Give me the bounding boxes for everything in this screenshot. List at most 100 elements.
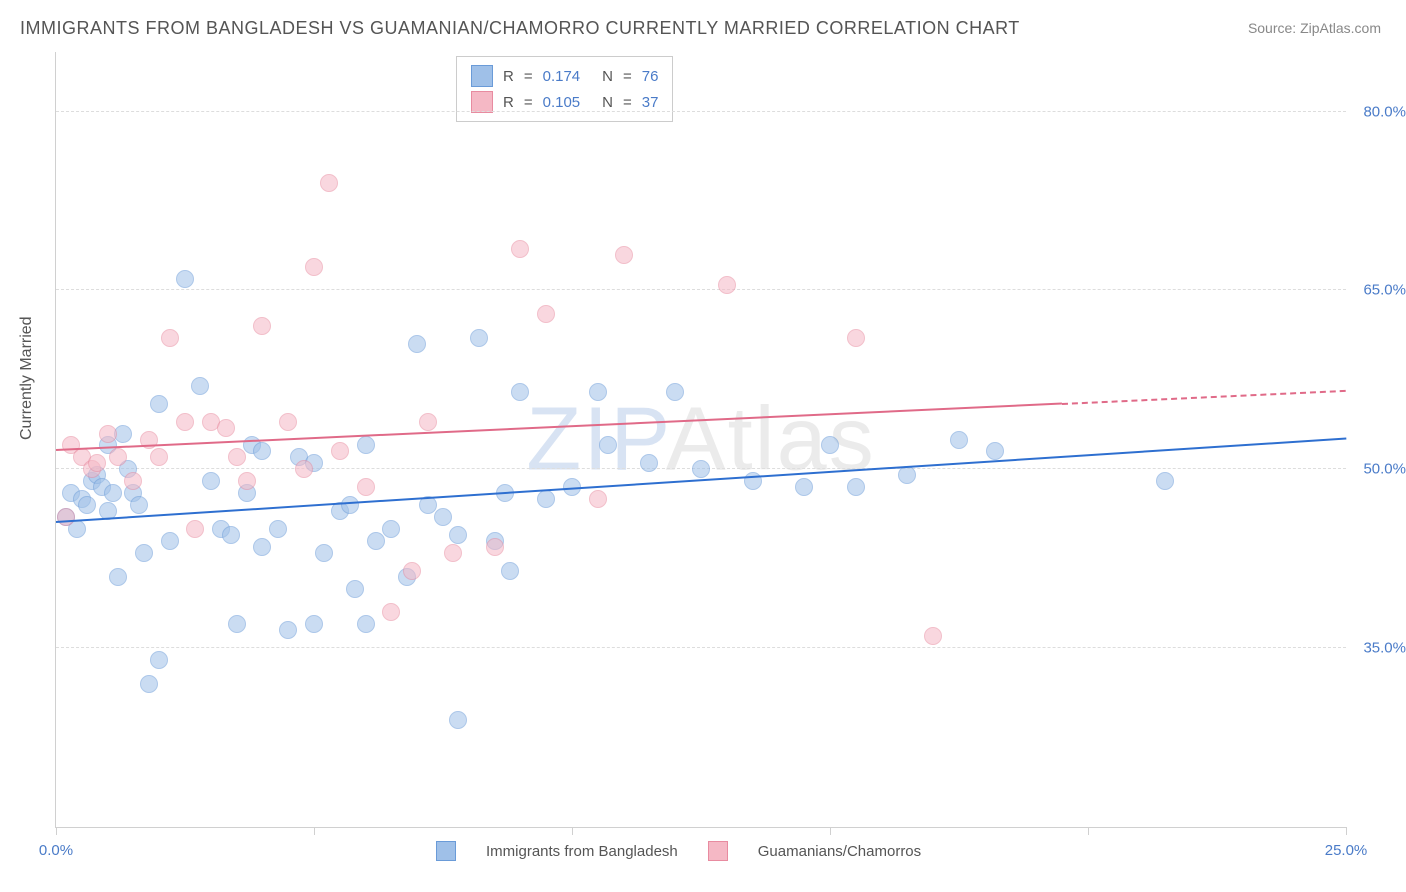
scatter-point <box>305 615 323 633</box>
scatter-point <box>109 568 127 586</box>
scatter-point <box>253 538 271 556</box>
scatter-point <box>114 425 132 443</box>
scatter-point <box>950 431 968 449</box>
scatter-point <box>444 544 462 562</box>
scatter-point <box>403 562 421 580</box>
scatter-point <box>537 305 555 323</box>
xtick <box>1088 827 1089 835</box>
scatter-point <box>924 627 942 645</box>
legend-r-label: R <box>503 68 514 85</box>
scatter-point <box>222 526 240 544</box>
scatter-point <box>130 496 148 514</box>
legend-eq: = <box>524 68 533 85</box>
scatter-point <box>589 490 607 508</box>
trend-line <box>1062 390 1346 405</box>
scatter-point <box>279 621 297 639</box>
legend-bottom-label-1: Guamanians/Chamorros <box>758 843 921 860</box>
ytick-label: 35.0% <box>1363 640 1406 657</box>
scatter-point <box>186 520 204 538</box>
legend-n-val: 76 <box>642 68 659 85</box>
xtick <box>572 827 573 835</box>
scatter-point <box>898 466 916 484</box>
legend-r-val: 0.174 <box>543 68 581 85</box>
legend-stats: R = 0.174 N = 76 R = 0.105 N = 37 <box>456 56 673 122</box>
scatter-point <box>88 454 106 472</box>
scatter-point <box>640 454 658 472</box>
scatter-point <box>986 442 1004 460</box>
scatter-point <box>78 496 96 514</box>
plot-area: ZIPAtlas R = 0.174 N = 76 R = 0.105 N = … <box>55 52 1346 828</box>
ytick-label: 50.0% <box>1363 461 1406 478</box>
scatter-point <box>320 174 338 192</box>
scatter-point <box>470 329 488 347</box>
scatter-point <box>295 460 313 478</box>
scatter-point <box>367 532 385 550</box>
gridline <box>56 289 1346 290</box>
scatter-point <box>228 448 246 466</box>
scatter-point <box>692 460 710 478</box>
scatter-point <box>253 442 271 460</box>
legend-series: Immigrants from Bangladesh Guamanians/Ch… <box>436 841 921 861</box>
scatter-point <box>150 395 168 413</box>
legend-n-label: N <box>602 94 613 111</box>
scatter-point <box>104 484 122 502</box>
scatter-point <box>847 329 865 347</box>
xtick <box>1346 827 1347 835</box>
scatter-point <box>511 383 529 401</box>
scatter-point <box>176 413 194 431</box>
scatter-point <box>1156 472 1174 490</box>
scatter-point <box>253 317 271 335</box>
scatter-point <box>346 580 364 598</box>
legend-swatch-0 <box>471 65 493 87</box>
xtick-label: 0.0% <box>39 842 73 859</box>
scatter-point <box>161 532 179 550</box>
scatter-point <box>140 675 158 693</box>
scatter-point <box>449 711 467 729</box>
ytick-label: 80.0% <box>1363 103 1406 120</box>
scatter-point <box>501 562 519 580</box>
xtick <box>830 827 831 835</box>
scatter-point <box>795 478 813 496</box>
legend-row-0: R = 0.174 N = 76 <box>471 63 658 89</box>
legend-n-val: 37 <box>642 94 659 111</box>
scatter-point <box>305 258 323 276</box>
scatter-point <box>821 436 839 454</box>
scatter-point <box>269 520 287 538</box>
scatter-point <box>57 508 75 526</box>
scatter-point <box>217 419 235 437</box>
ytick-label: 65.0% <box>1363 282 1406 299</box>
scatter-point <box>176 270 194 288</box>
gridline <box>56 647 1346 648</box>
legend-eq2: = <box>623 68 632 85</box>
scatter-point <box>331 442 349 460</box>
scatter-point <box>191 377 209 395</box>
source-label: Source: ZipAtlas.com <box>1248 20 1381 36</box>
legend-bottom-swatch-1 <box>708 841 728 861</box>
scatter-point <box>357 478 375 496</box>
legend-n-label: N <box>602 68 613 85</box>
scatter-point <box>150 448 168 466</box>
scatter-point <box>161 329 179 347</box>
scatter-point <box>589 383 607 401</box>
scatter-point <box>382 520 400 538</box>
scatter-point <box>202 472 220 490</box>
scatter-point <box>847 478 865 496</box>
scatter-point <box>150 651 168 669</box>
scatter-point <box>666 383 684 401</box>
legend-r-val: 0.105 <box>543 94 581 111</box>
scatter-point <box>511 240 529 258</box>
legend-eq: = <box>524 94 533 111</box>
legend-eq2: = <box>623 94 632 111</box>
y-axis-label: Currently Married <box>18 316 36 440</box>
watermark-zip: ZIP <box>526 389 665 489</box>
legend-bottom-label-0: Immigrants from Bangladesh <box>486 843 678 860</box>
xtick-label: 25.0% <box>1325 842 1368 859</box>
scatter-point <box>99 425 117 443</box>
scatter-point <box>486 538 504 556</box>
gridline <box>56 111 1346 112</box>
scatter-point <box>599 436 617 454</box>
legend-bottom-swatch-0 <box>436 841 456 861</box>
xtick <box>314 827 315 835</box>
scatter-point <box>419 413 437 431</box>
scatter-point <box>615 246 633 264</box>
